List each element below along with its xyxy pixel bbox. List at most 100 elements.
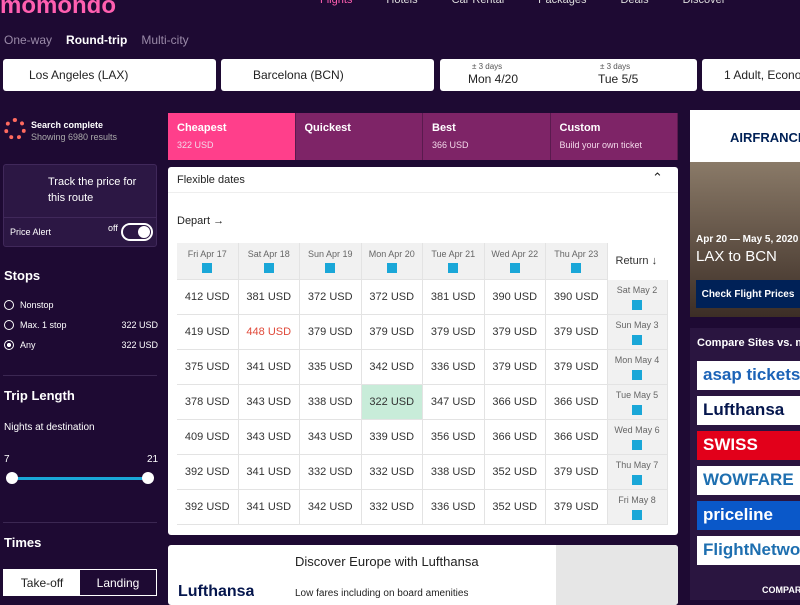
compare-button[interactable]: COMPARE <box>762 585 800 595</box>
stop-option[interactable]: Any 322 USD <box>4 340 158 360</box>
site-logo[interactable]: FlightNetwork <box>697 536 800 565</box>
price-cell[interactable]: 332 USD <box>300 455 362 490</box>
stop-option[interactable]: Max. 1 stop 322 USD <box>4 320 158 340</box>
price-cell[interactable]: 375 USD <box>177 350 239 385</box>
price-cell[interactable]: 379 USD <box>300 315 362 350</box>
site-logo[interactable]: asap tickets <box>697 361 800 390</box>
price-cell[interactable]: 372 USD <box>361 280 423 315</box>
nav-item[interactable]: Deals <box>620 0 649 6</box>
price-cell[interactable]: 381 USD <box>423 280 485 315</box>
price-cell[interactable]: 338 USD <box>423 455 485 490</box>
price-cell[interactable]: 343 USD <box>300 420 362 455</box>
price-cell[interactable]: 341 USD <box>238 490 300 525</box>
price-cell[interactable]: 381 USD <box>238 280 300 315</box>
checkbox[interactable] <box>632 334 642 345</box>
promo[interactable]: Discover Europe with Lufthansa Lufthansa… <box>168 545 678 605</box>
price-cell[interactable]: 379 USD <box>546 455 608 490</box>
price-cell[interactable]: 342 USD <box>300 490 362 525</box>
sort-tab[interactable]: Custom Build your own ticket <box>550 113 678 160</box>
nav-item[interactable]: Car Rental <box>451 0 505 6</box>
price-cell[interactable]: 342 USD <box>361 350 423 385</box>
price-cell[interactable]: 379 USD <box>361 315 423 350</box>
stop-option[interactable]: Nonstop <box>4 300 158 320</box>
price-cell[interactable]: 379 USD <box>546 350 608 385</box>
checkbox[interactable] <box>386 263 397 273</box>
trip-type[interactable]: One-way <box>4 33 53 47</box>
price-cell[interactable]: 332 USD <box>361 455 423 490</box>
trip-type[interactable]: Multi-city <box>141 33 189 47</box>
price-cell[interactable]: 412 USD <box>177 280 239 315</box>
ad[interactable]: AIRFRANCE Apr 20 — May 5, 2020 LAX to BC… <box>690 110 800 317</box>
checkbox[interactable] <box>632 369 642 380</box>
checkbox[interactable] <box>509 263 520 273</box>
price-cell[interactable]: 379 USD <box>484 315 546 350</box>
collapse[interactable]: ⌃ <box>652 170 663 185</box>
checkbox[interactable] <box>632 404 642 415</box>
price-cell[interactable]: 390 USD <box>546 280 608 315</box>
origin-field[interactable]: Los Angeles (LAX) <box>3 59 216 91</box>
travelers-field[interactable]: 1 Adult, Economy <box>702 59 800 91</box>
price-cell[interactable]: 343 USD <box>238 420 300 455</box>
price-cell[interactable]: 336 USD <box>423 350 485 385</box>
brand[interactable]: momondo <box>0 0 116 19</box>
price-cell[interactable]: 366 USD <box>484 385 546 420</box>
toggle[interactable] <box>121 223 153 241</box>
checkbox[interactable] <box>632 474 642 485</box>
checkbox[interactable] <box>632 299 642 310</box>
price-cell[interactable]: 392 USD <box>177 490 239 525</box>
price-cell[interactable]: 392 USD <box>177 455 239 490</box>
checkbox[interactable] <box>202 263 213 273</box>
price-cell[interactable]: 419 USD <box>177 315 239 350</box>
slider-handle[interactable] <box>142 472 154 484</box>
price-cell[interactable]: 339 USD <box>361 420 423 455</box>
price-cell[interactable]: 322 USD <box>361 385 423 420</box>
dates-field[interactable]: ± 3 days Mon 4/20 ± 3 days Tue 5/5 <box>440 59 697 91</box>
site-logo[interactable]: WOWFARE <box>697 466 800 495</box>
destination-field[interactable]: Barcelona (BCN) <box>221 59 434 91</box>
site-logo[interactable]: Lufthansa <box>697 396 800 425</box>
checkbox[interactable] <box>448 263 459 273</box>
checkbox[interactable] <box>632 509 642 520</box>
site-logo[interactable]: priceline <box>697 501 800 530</box>
nav-item[interactable]: Discover <box>682 0 726 6</box>
price-cell[interactable]: 352 USD <box>484 455 546 490</box>
sort-tab[interactable]: Cheapest 322 USD <box>168 113 296 160</box>
nav-item[interactable]: Packages <box>538 0 587 6</box>
trip-type[interactable]: Round-trip <box>66 33 128 47</box>
price-cell[interactable]: 366 USD <box>484 420 546 455</box>
ad-button[interactable]: Check Flight Prices <box>696 280 800 308</box>
price-cell[interactable]: 372 USD <box>300 280 362 315</box>
tab[interactable]: Landing <box>96 575 140 590</box>
price-cell[interactable]: 448 USD <box>238 315 300 350</box>
nav-item[interactable]: Hotels <box>386 0 418 6</box>
price-cell[interactable]: 347 USD <box>423 385 485 420</box>
price-cell[interactable]: 343 USD <box>238 385 300 420</box>
checkbox[interactable] <box>571 263 582 273</box>
price-cell[interactable]: 332 USD <box>361 490 423 525</box>
checkbox[interactable] <box>263 263 274 273</box>
price-cell[interactable]: 378 USD <box>177 385 239 420</box>
price-cell[interactable]: 390 USD <box>484 280 546 315</box>
price-cell[interactable]: 366 USD <box>546 420 608 455</box>
price-cell[interactable]: 338 USD <box>300 385 362 420</box>
price-cell[interactable]: 366 USD <box>546 385 608 420</box>
price-cell[interactable]: 379 USD <box>546 490 608 525</box>
price-cell[interactable]: 336 USD <box>423 490 485 525</box>
nav-item[interactable]: Flights <box>320 0 353 6</box>
price-cell[interactable]: 352 USD <box>484 490 546 525</box>
price-cell[interactable]: 335 USD <box>300 350 362 385</box>
checkbox[interactable] <box>325 263 336 273</box>
slider-handle[interactable] <box>6 472 18 484</box>
price-cell[interactable]: 341 USD <box>238 350 300 385</box>
price-cell[interactable]: 409 USD <box>177 420 239 455</box>
sort-tab[interactable]: Best 366 USD <box>423 113 551 160</box>
site-logo[interactable]: SWISS <box>697 431 800 460</box>
price-cell[interactable]: 356 USD <box>423 420 485 455</box>
price-cell[interactable]: 341 USD <box>238 455 300 490</box>
tab[interactable]: Take-off <box>4 570 80 595</box>
checkbox[interactable] <box>632 439 642 450</box>
sort-tab[interactable]: Quickest <box>295 113 423 160</box>
price-cell[interactable]: 379 USD <box>484 350 546 385</box>
price-cell[interactable]: 379 USD <box>423 315 485 350</box>
price-cell[interactable]: 379 USD <box>546 315 608 350</box>
